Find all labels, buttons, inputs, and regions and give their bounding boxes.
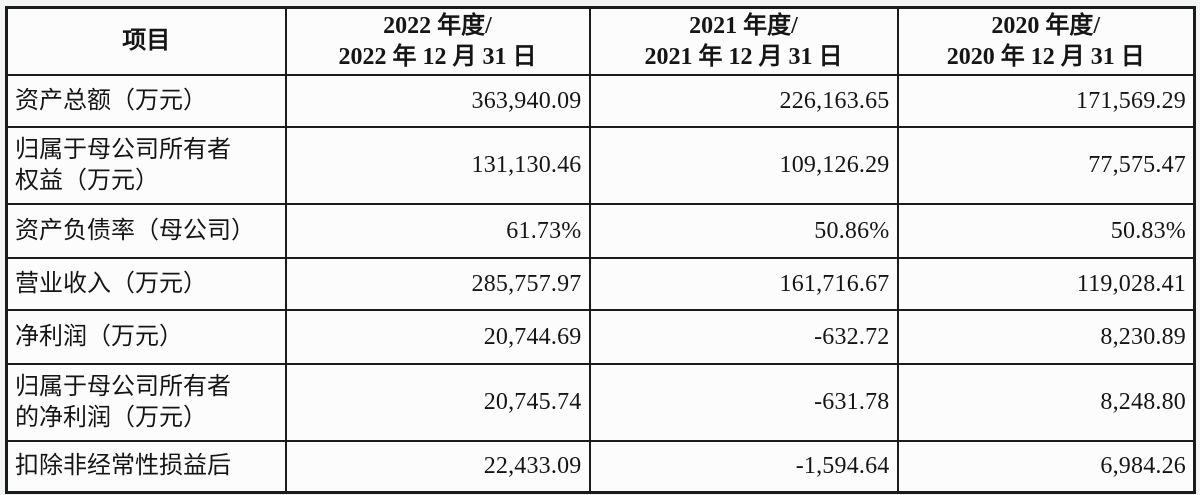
value-2021: 109,126.29 — [588, 126, 899, 206]
value-2022: 20,745.74 — [284, 363, 591, 443]
row-label: 归属于母公司所有者 权益（万元） — [5, 126, 287, 206]
value-2022: 22,433.09 — [284, 440, 591, 494]
table-row-net-profit: 净利润（万元） 20,744.69 -632.72 8,230.89 — [5, 309, 1196, 366]
table-row-operating-revenue: 营业收入（万元） 285,757.97 161,716.67 119,028.4… — [5, 257, 1196, 312]
header-period-2022: 2022 年度/ 2022 年 12 月 31 日 — [284, 6, 591, 77]
row-label: 营业收入（万元） — [5, 257, 287, 312]
value-2022: 131,130.46 — [284, 126, 591, 206]
row-label: 净利润（万元） — [5, 309, 287, 366]
value-2021: -1,594.64 — [588, 440, 899, 494]
table-header-row: 项目 2022 年度/ 2022 年 12 月 31 日 2021 年度/ 20… — [5, 6, 1196, 77]
value-2022: 285,757.97 — [284, 257, 591, 312]
value-2022: 20,744.69 — [284, 309, 591, 366]
row-label: 归属于母公司所有者 的净利润（万元） — [5, 363, 287, 443]
header-item: 项目 — [5, 6, 287, 77]
financial-summary-table: 项目 2022 年度/ 2022 年 12 月 31 日 2021 年度/ 20… — [5, 6, 1196, 494]
table-row-debt-ratio: 资产负债率（母公司） 61.73% 50.86% 50.83% — [5, 203, 1196, 260]
header-period-2020: 2020 年度/ 2020 年 12 月 31 日 — [896, 6, 1196, 77]
value-2021: 226,163.65 — [588, 74, 899, 129]
value-2022: 61.73% — [284, 203, 591, 260]
value-2021: -632.72 — [588, 309, 899, 366]
value-2022: 363,940.09 — [284, 74, 591, 129]
table-row-non-recurring-deducted: 扣除非经常性损益后 22,433.09 -1,594.64 6,984.26 — [5, 440, 1196, 494]
value-2021: -631.78 — [588, 363, 899, 443]
row-label: 资产总额（万元） — [5, 74, 287, 129]
table-row-parent-equity: 归属于母公司所有者 权益（万元） 131,130.46 109,126.29 7… — [5, 126, 1196, 206]
table-row-total-assets: 资产总额（万元） 363,940.09 226,163.65 171,569.2… — [5, 74, 1196, 129]
value-2020: 171,569.29 — [896, 74, 1196, 129]
header-period-2021: 2021 年度/ 2021 年 12 月 31 日 — [588, 6, 899, 77]
value-2021: 161,716.67 — [588, 257, 899, 312]
value-2020: 50.83% — [896, 203, 1196, 260]
table-row-parent-net-profit: 归属于母公司所有者 的净利润（万元） 20,745.74 -631.78 8,2… — [5, 363, 1196, 443]
value-2020: 8,230.89 — [896, 309, 1196, 366]
value-2020: 8,248.80 — [896, 363, 1196, 443]
row-label: 资产负债率（母公司） — [5, 203, 287, 260]
value-2020: 77,575.47 — [896, 126, 1196, 206]
row-label: 扣除非经常性损益后 — [5, 440, 287, 494]
value-2020: 6,984.26 — [896, 440, 1196, 494]
value-2021: 50.86% — [588, 203, 899, 260]
value-2020: 119,028.41 — [896, 257, 1196, 312]
